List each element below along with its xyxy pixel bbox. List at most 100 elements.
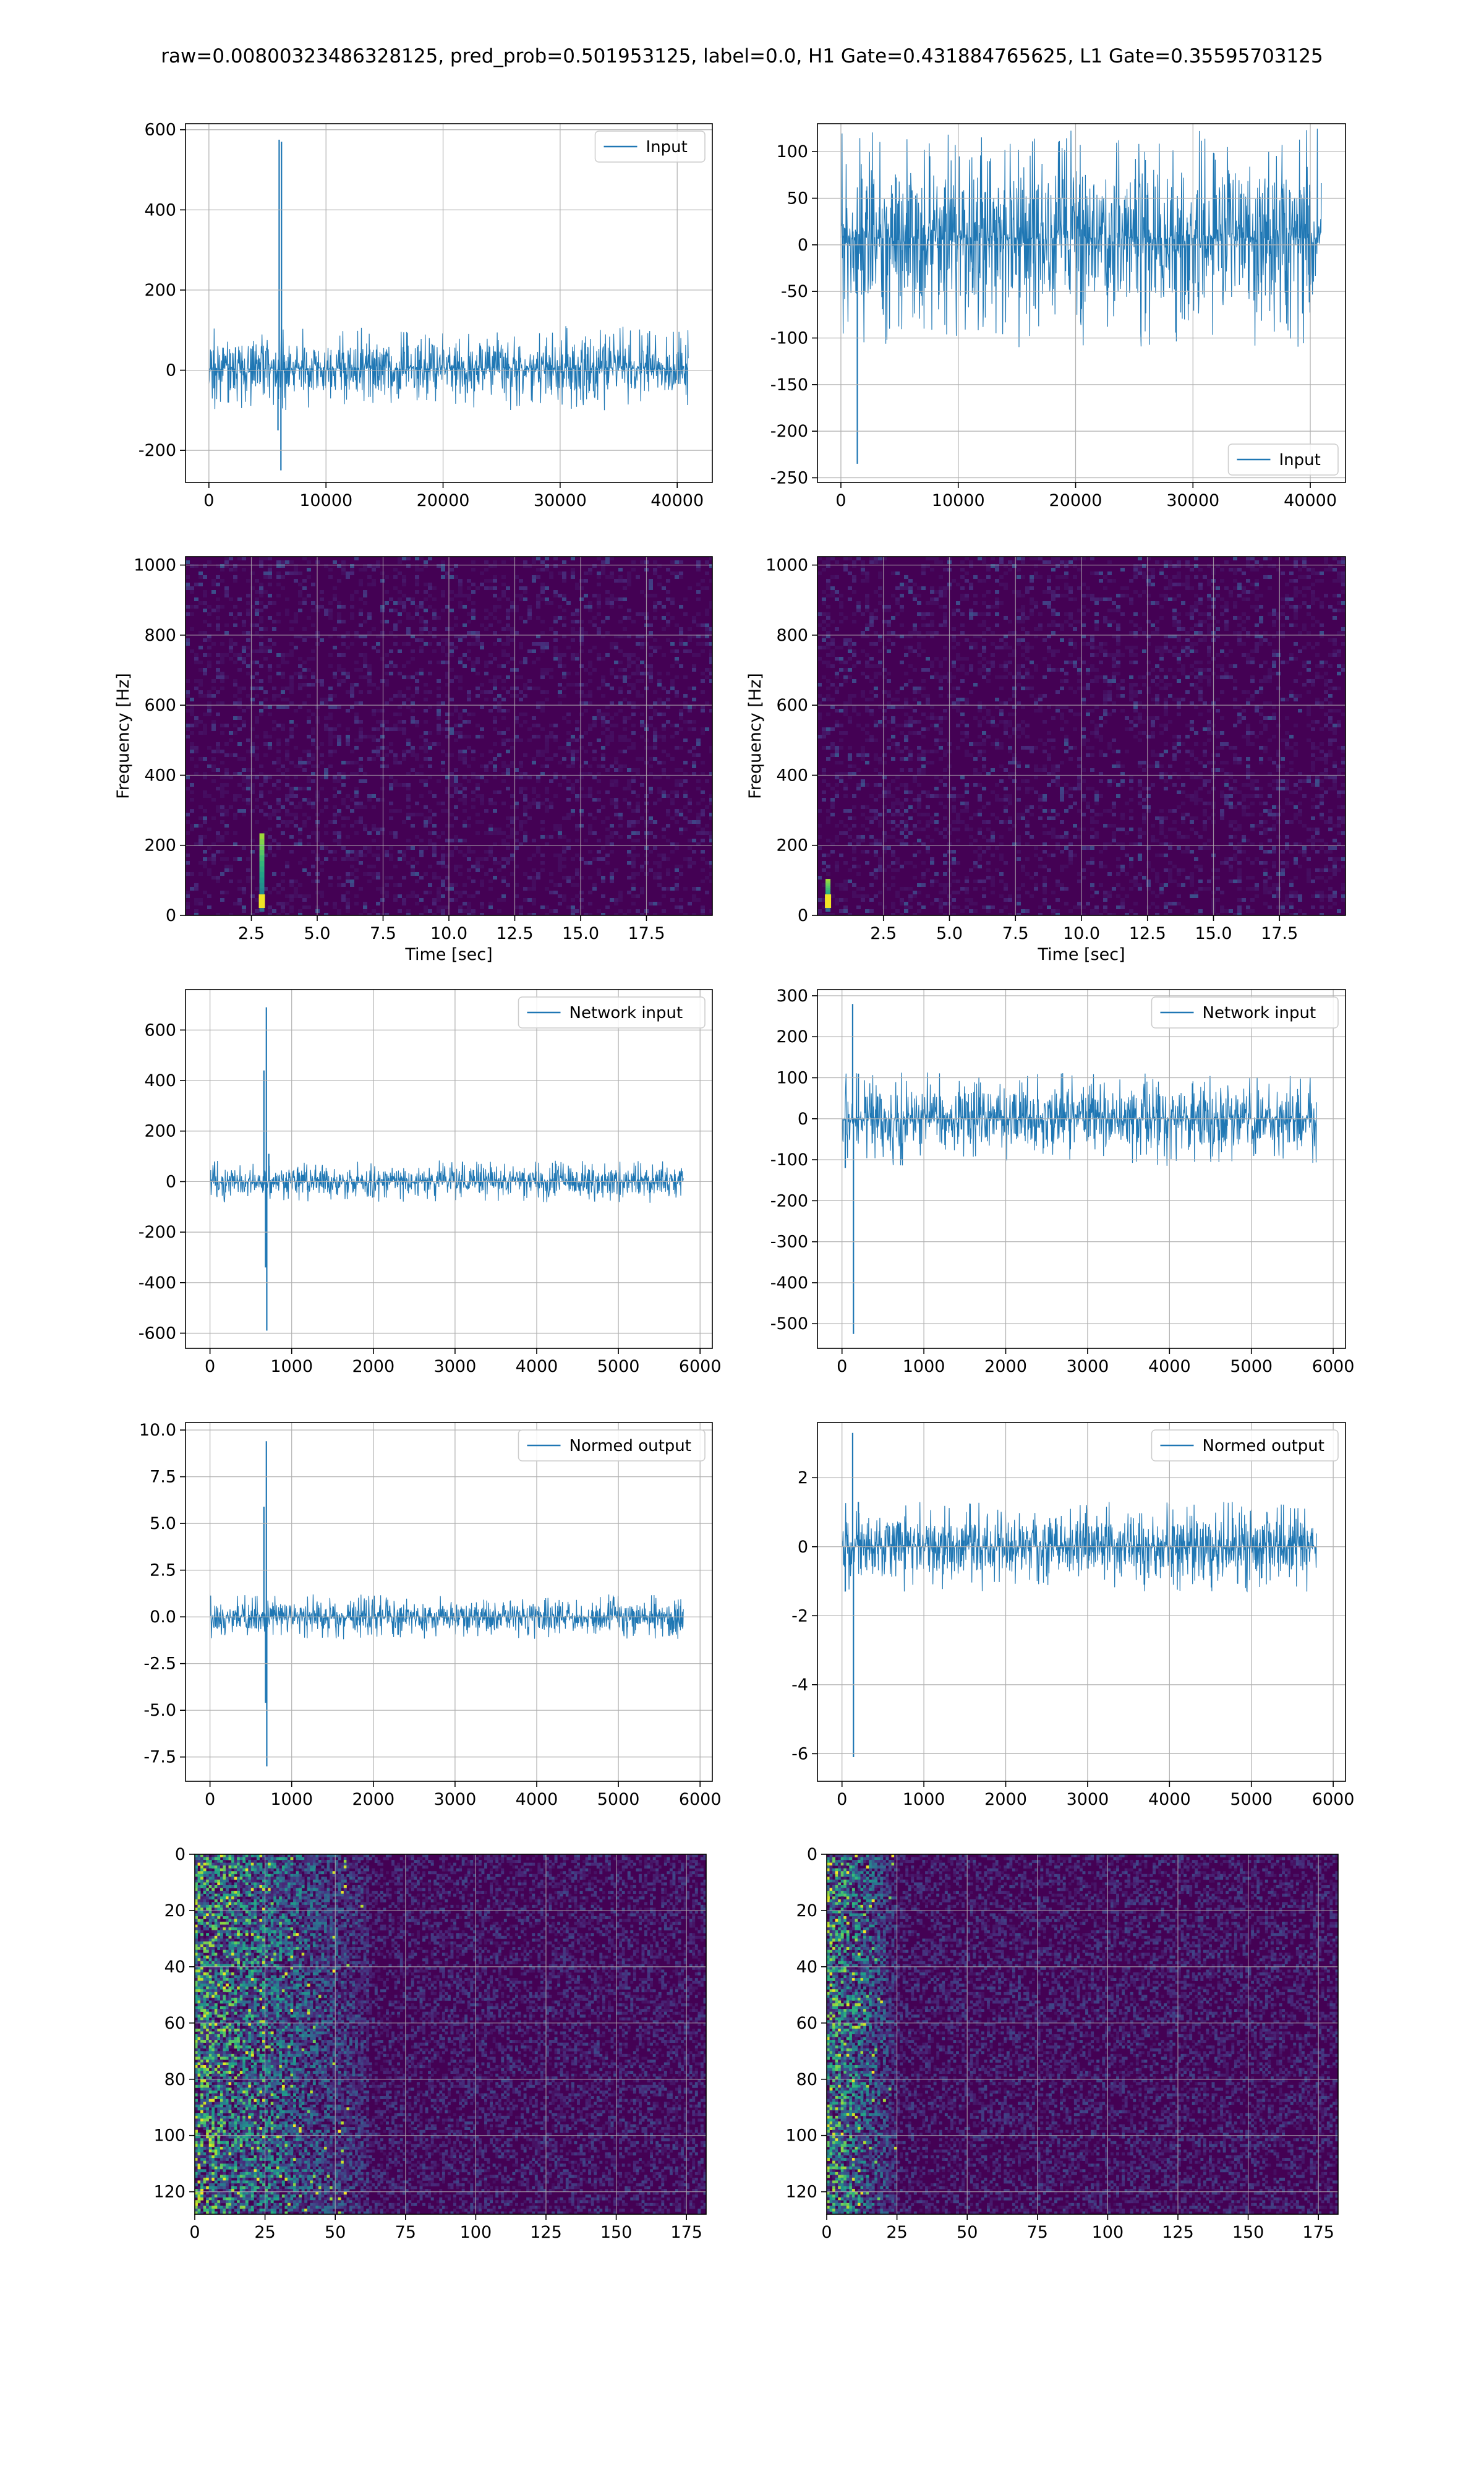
spectrogram-cell [588,891,592,894]
spectrogram-cell [631,683,636,687]
spectrogram-cell [198,757,203,761]
spectrogram-cell [640,887,644,891]
spectrogram-cell [869,557,874,560]
spectrogram-cell [346,854,350,857]
spectrogram-cell [1233,601,1237,605]
spectrogram-cell [506,586,510,590]
spectrogram-cell [506,638,510,642]
spectrogram-cell [493,616,497,620]
spectrogram-cell [978,661,982,664]
spectrogram-cell [1233,579,1237,583]
spectrogram-cell [493,768,497,772]
spectrogram-cell [605,616,610,620]
spectrogram-cell [255,601,259,605]
spectrogram-cell [540,597,545,601]
spectrogram-cell [1155,601,1159,605]
spectrogram-cell [1008,620,1012,623]
spectrogram-cell [995,564,999,568]
spectrogram-cell [930,664,934,668]
spectrogram-cell [475,861,480,865]
spectrogram-cell [194,764,198,768]
spectrogram-cell [268,835,272,839]
spectrogram-cell [939,679,943,683]
spectrogram-cell [1276,616,1281,620]
spectrogram-cell [696,564,701,568]
spectrogram-cell [588,824,592,828]
spectrogram-cell [450,824,454,828]
spectrogram-cell [441,894,445,898]
spectrogram-cell [441,854,445,857]
spectrogram-cell [1337,609,1341,612]
spectrogram-cell [1272,653,1276,657]
spectrogram-cell [688,798,692,802]
spectrogram-cell [272,909,276,913]
spectrogram-cell [220,872,224,876]
spectrogram-cell [709,835,712,839]
spectrogram-cell [1294,612,1298,616]
spectrogram-cell [623,738,627,742]
spectrogram-cell [653,913,657,915]
spectrogram-cell [532,757,536,761]
spectrogram-cell [688,720,692,724]
spectrogram-cell [1103,616,1107,620]
spectrogram-cell [1120,568,1125,571]
spectrogram-cell [346,672,350,675]
spectrogram-cell [224,753,229,757]
spectrogram-cell [675,820,679,824]
spectrogram-cell [1030,597,1034,601]
spectrogram-cell [350,865,354,868]
spectrogram-cell [566,787,571,790]
spectrogram-cell [856,601,861,605]
spectrogram-cell [1298,672,1302,675]
spectrogram-hotspot [259,860,265,868]
spectrogram-cell [398,672,402,675]
spectrogram-cell [510,831,514,835]
spectrogram-cell [1333,642,1337,646]
spectrogram-cell [1172,646,1177,649]
spectrogram-cell [471,880,475,883]
spectrogram-cell [207,664,211,668]
spectrogram-cell [224,790,229,794]
spectrogram-cell [631,661,636,664]
spectrogram-cell [359,701,363,705]
spectrogram-cell [393,635,398,638]
spectrogram-cell [895,690,900,694]
spectrogram-cell [649,831,653,835]
spectrogram-cell [186,586,190,590]
spectrogram-cell [683,761,688,764]
spectrogram-cell [1259,690,1263,694]
spectrogram-cell [237,742,242,746]
spectrogram-cell [289,649,294,653]
spectrogram-cell [822,698,826,701]
spectrogram-cell [683,738,688,742]
spectrogram-cell [1203,675,1207,679]
spectrogram-cell [670,616,675,620]
spectrogram-cell [891,698,895,701]
spectrogram-cell [1103,653,1107,657]
spectrogram-cell [597,738,601,742]
spectrogram-cell [198,898,203,902]
spectrogram-cell [255,887,259,891]
spectrogram-cell [281,805,285,809]
spectrogram-cell [861,694,865,698]
spectrogram-cell [324,564,328,568]
spectrogram-cell [865,709,869,713]
spectrogram-cell [575,727,579,731]
spectrogram-cell [1172,653,1177,657]
spectrogram-hotspot [259,844,265,852]
spectrogram-cell [1043,560,1047,564]
spectrogram-cell [463,623,467,627]
spectrogram-cell [350,857,354,861]
spectrogram-cell [1073,557,1077,560]
spectrogram-cell [666,705,670,709]
spectrogram-cell [536,750,540,753]
spectrogram-cell [610,594,614,597]
spectrogram-cell [198,902,203,905]
spectrogram-cell [558,868,562,872]
spectrogram-cell [237,698,242,701]
spectrogram-cell [376,649,380,653]
spectrogram-cell [493,831,497,835]
spectrogram-cell [337,601,341,605]
spectrogram-cell [320,742,324,746]
spectrogram-cell [246,880,250,883]
